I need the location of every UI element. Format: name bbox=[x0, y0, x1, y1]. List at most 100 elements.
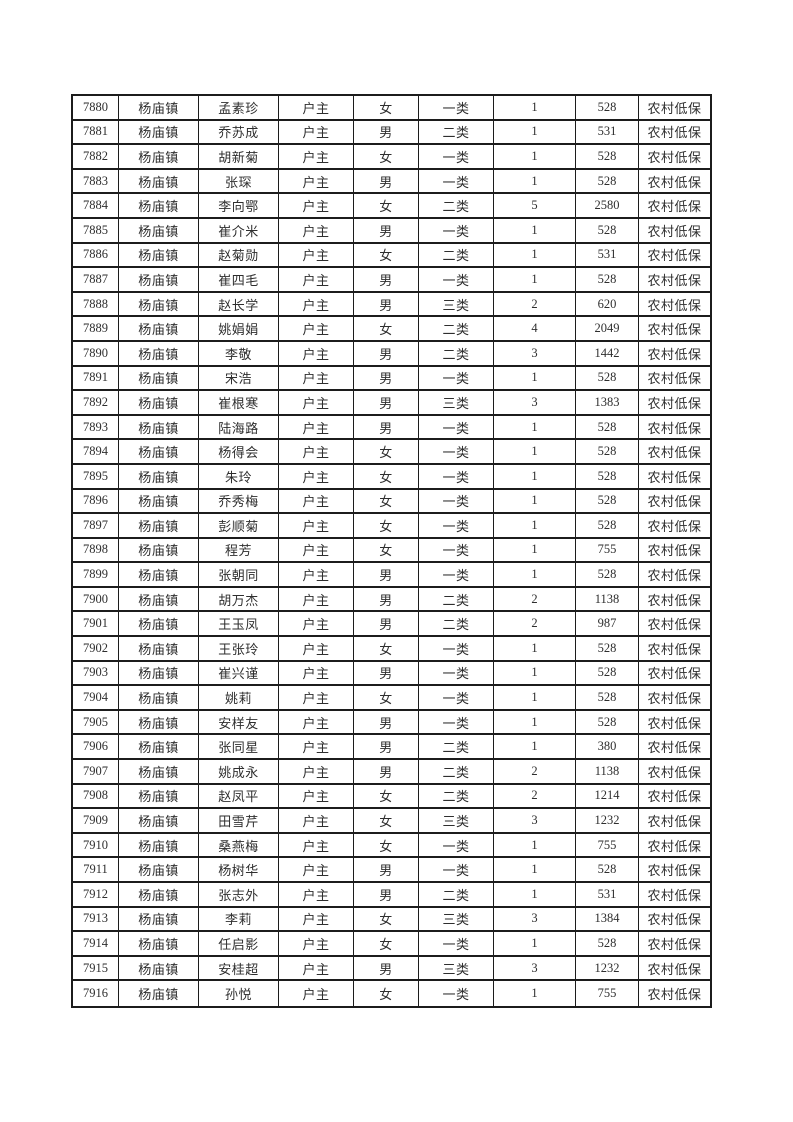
cell-amount: 528 bbox=[576, 858, 639, 881]
cell-relation: 户主 bbox=[279, 809, 354, 832]
cell-relation: 户主 bbox=[279, 366, 354, 390]
cell-gender: 女 bbox=[354, 145, 419, 168]
cell-serial-number: 7885 bbox=[73, 218, 119, 242]
cell-relation: 户主 bbox=[279, 612, 354, 636]
cell-relation: 户主 bbox=[279, 686, 354, 709]
cell-amount: 1383 bbox=[576, 391, 639, 414]
cell-gender: 女 bbox=[354, 932, 419, 955]
cell-relation: 户主 bbox=[279, 243, 354, 267]
cell-town: 杨庙镇 bbox=[119, 538, 199, 562]
cell-benefit-type: 农村低保 bbox=[647, 987, 702, 1003]
table-row: 7901 杨庙镇 王玉凤 户主男二类 2 987 农村低保 bbox=[73, 612, 710, 638]
cell-category: 一类 bbox=[419, 366, 494, 390]
cell-amount: 2049 bbox=[576, 317, 639, 340]
cell-amount: 2580 bbox=[576, 194, 639, 217]
cell-category: 一类 bbox=[419, 489, 494, 513]
cell-amount: 528 bbox=[576, 686, 639, 709]
cell-gender: 男 bbox=[354, 956, 419, 980]
cell-name: 张志外 bbox=[199, 883, 279, 906]
cell-town: 杨庙镇 bbox=[119, 686, 199, 709]
cell-category: 一类 bbox=[419, 981, 494, 1006]
cell-relation: 户主 bbox=[279, 661, 354, 685]
cell-category: 一类 bbox=[419, 661, 494, 685]
cell-amount: 755 bbox=[576, 538, 639, 562]
cell-benefit-type: 农村低保 bbox=[647, 322, 702, 338]
cell-relation: 户主 bbox=[279, 981, 354, 1006]
cell-category: 一类 bbox=[419, 932, 494, 955]
cell-town: 杨庙镇 bbox=[119, 637, 199, 660]
cell-amount: 528 bbox=[576, 96, 639, 119]
cell-person-count: 1 bbox=[494, 710, 576, 734]
cell-category: 一类 bbox=[419, 218, 494, 242]
cell-relation: 户主 bbox=[279, 587, 354, 611]
cell-relation: 户主 bbox=[279, 538, 354, 562]
cell-town: 杨庙镇 bbox=[119, 268, 199, 291]
cell-town: 杨庙镇 bbox=[119, 981, 199, 1006]
cell-town: 杨庙镇 bbox=[119, 218, 199, 242]
table-row: 7905 杨庙镇 安样友 户主男一类 1 528 农村低保 bbox=[73, 710, 710, 736]
cell-name: 乔秀梅 bbox=[199, 489, 279, 513]
table-row: 7915 杨庙镇 安桂超 户主男三类 3 1232 农村低保 bbox=[73, 956, 710, 982]
cell-gender: 男 bbox=[354, 760, 419, 783]
cell-person-count: 1 bbox=[494, 440, 576, 463]
cell-amount: 528 bbox=[576, 145, 639, 168]
cell-category: 二类 bbox=[419, 317, 494, 340]
cell-town: 杨庙镇 bbox=[119, 391, 199, 414]
cell-category: 二类 bbox=[419, 784, 494, 808]
cell-town: 杨庙镇 bbox=[119, 809, 199, 832]
cell-serial-number: 7910 bbox=[73, 833, 119, 857]
cell-category: 三类 bbox=[419, 956, 494, 980]
cell-relation: 户主 bbox=[279, 268, 354, 291]
table-row: 7910 杨庙镇 桑燕梅 户主女一类 1 755 农村低保 bbox=[73, 833, 710, 859]
cell-relation: 户主 bbox=[279, 391, 354, 414]
cell-serial-number: 7905 bbox=[73, 710, 119, 734]
cell-town: 杨庙镇 bbox=[119, 587, 199, 611]
cell-relation: 户主 bbox=[279, 317, 354, 340]
table-row: 7890 杨庙镇 李敬 户主男二类 3 1442 农村低保 bbox=[73, 341, 710, 367]
cell-gender: 女 bbox=[354, 809, 419, 832]
table-row: 7888 杨庙镇 赵长学 户主男三类 2 620 农村低保 bbox=[73, 292, 710, 318]
cell-relation: 户主 bbox=[279, 96, 354, 119]
cell-gender: 男 bbox=[354, 366, 419, 390]
cell-person-count: 1 bbox=[494, 145, 576, 168]
table-row: 7885 杨庙镇 崔介米 户主男一类 1 528 农村低保 bbox=[73, 218, 710, 244]
cell-name: 安样友 bbox=[199, 710, 279, 734]
cell-name: 赵凤平 bbox=[199, 784, 279, 808]
table-row: 7907 杨庙镇 姚成永 户主男二类 2 1138 农村低保 bbox=[73, 760, 710, 785]
cell-gender: 男 bbox=[354, 120, 419, 144]
cell-gender: 女 bbox=[354, 514, 419, 537]
table-row: 7904 杨庙镇 姚莉 户主女一类 1 528 农村低保 bbox=[73, 686, 710, 711]
cell-serial-number: 7900 bbox=[73, 587, 119, 611]
cell-serial-number: 7916 bbox=[73, 981, 119, 1006]
cell-town: 杨庙镇 bbox=[119, 415, 199, 439]
cell-name: 杨得会 bbox=[199, 440, 279, 463]
cell-amount: 1384 bbox=[576, 907, 639, 931]
cell-town: 杨庙镇 bbox=[119, 243, 199, 267]
table-row: 7898 杨庙镇 程芳 户主女一类 1 755 农村低保 bbox=[73, 538, 710, 564]
cell-town: 杨庙镇 bbox=[119, 464, 199, 488]
cell-benefit-type: 农村低保 bbox=[647, 518, 702, 534]
cell-benefit-type: 农村低保 bbox=[647, 936, 702, 952]
cell-serial-number: 7906 bbox=[73, 735, 119, 759]
table-row: 7884 杨庙镇 李向鄂 户主女二类 5 2580 农村低保 bbox=[73, 194, 710, 219]
cell-name: 崔兴谨 bbox=[199, 661, 279, 685]
cell-serial-number: 7884 bbox=[73, 194, 119, 217]
cell-town: 杨庙镇 bbox=[119, 169, 199, 193]
cell-person-count: 1 bbox=[494, 464, 576, 488]
cell-name: 姚成永 bbox=[199, 760, 279, 783]
cell-gender: 男 bbox=[354, 710, 419, 734]
cell-category: 一类 bbox=[419, 440, 494, 463]
cell-person-count: 1 bbox=[494, 218, 576, 242]
cell-benefit-type: 农村低保 bbox=[647, 789, 702, 805]
cell-gender: 女 bbox=[354, 833, 419, 857]
cell-amount: 1232 bbox=[576, 956, 639, 980]
cell-relation: 户主 bbox=[279, 932, 354, 955]
cell-amount: 528 bbox=[576, 489, 639, 513]
cell-gender: 男 bbox=[354, 858, 419, 881]
cell-name: 宋浩 bbox=[199, 366, 279, 390]
cell-relation: 户主 bbox=[279, 464, 354, 488]
table-row: 7913 杨庙镇 李莉 户主女三类 3 1384 农村低保 bbox=[73, 907, 710, 933]
cell-town: 杨庙镇 bbox=[119, 612, 199, 636]
cell-benefit-type: 农村低保 bbox=[647, 961, 702, 977]
cell-relation: 户主 bbox=[279, 760, 354, 783]
